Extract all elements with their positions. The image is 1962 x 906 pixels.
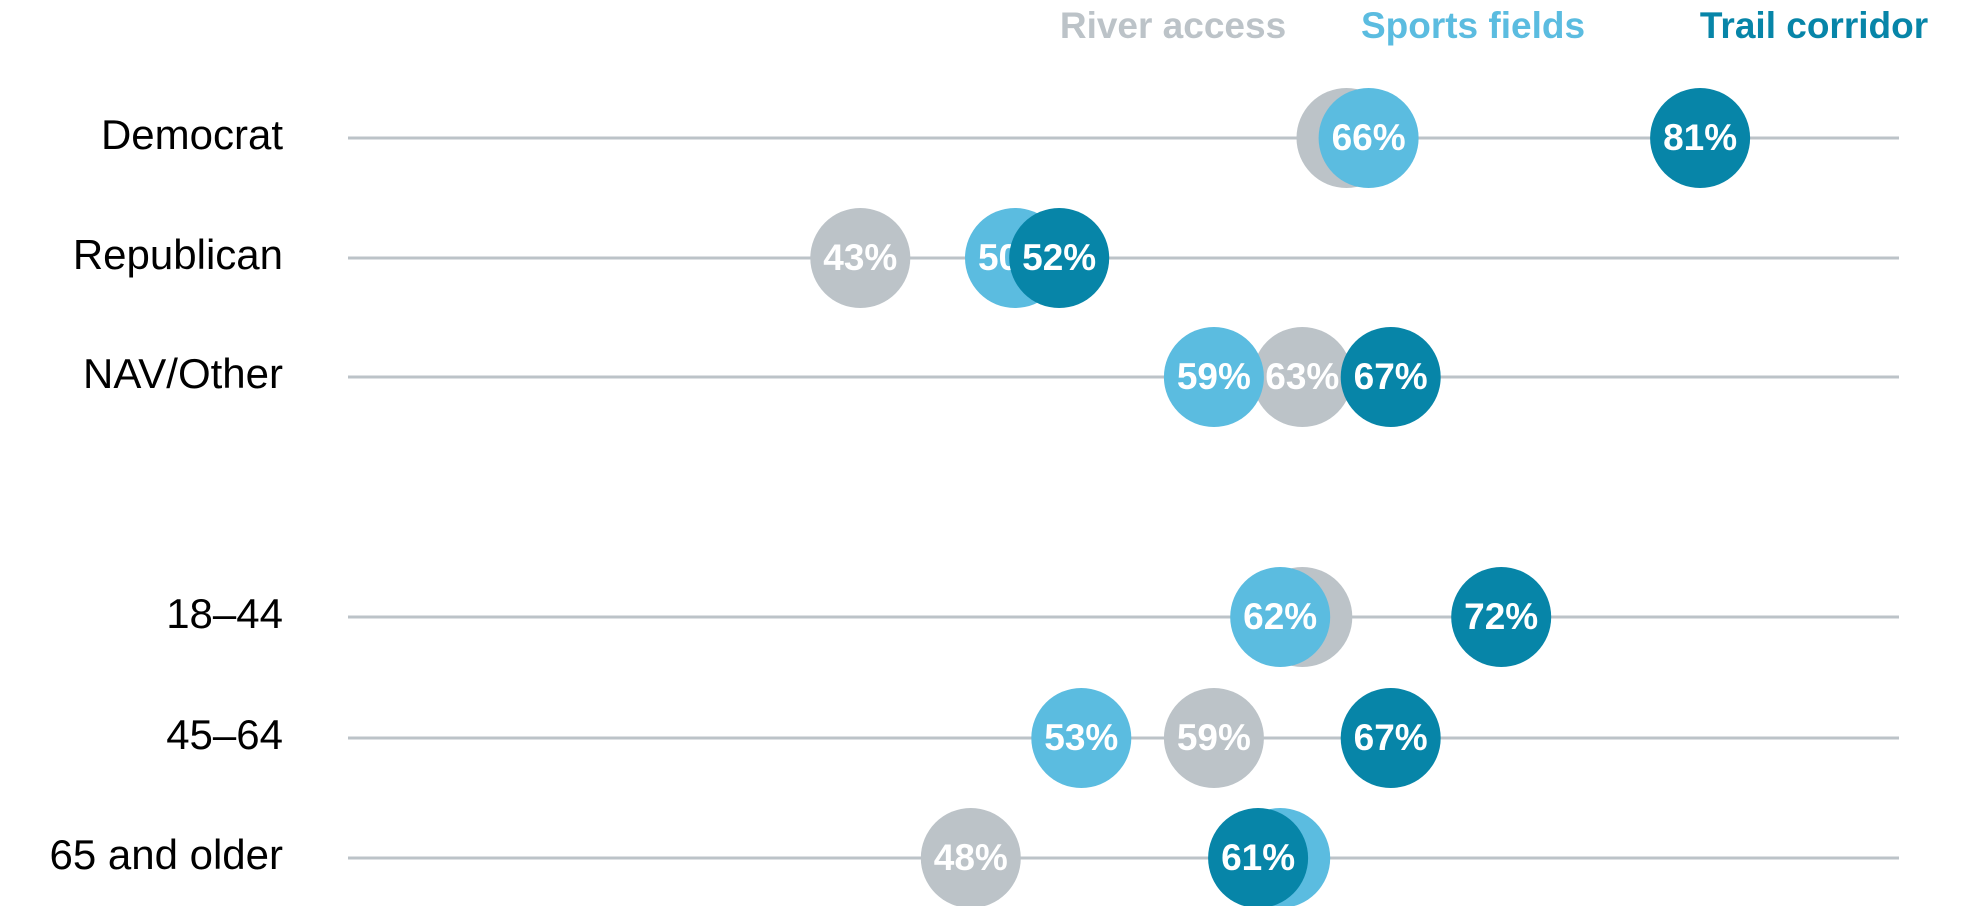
dot bbox=[1230, 567, 1331, 667]
value-label: 53% bbox=[1044, 717, 1118, 758]
category-label: Democrat bbox=[101, 111, 283, 158]
dot bbox=[810, 208, 911, 308]
dot bbox=[1009, 208, 1110, 308]
value-label: 81% bbox=[1663, 117, 1737, 158]
value-label: 61% bbox=[1221, 837, 1295, 878]
value-label: 67% bbox=[1354, 717, 1428, 758]
value-label: 63% bbox=[1265, 356, 1339, 397]
dot bbox=[1163, 327, 1264, 427]
dot bbox=[1340, 688, 1441, 788]
dot bbox=[1208, 808, 1309, 906]
category-label: 45–64 bbox=[166, 711, 283, 758]
category-label: 18–44 bbox=[166, 590, 283, 637]
category-label: Republican bbox=[73, 231, 283, 278]
dot bbox=[1031, 688, 1132, 788]
category-label: 65 and older bbox=[49, 831, 283, 878]
dot bbox=[920, 808, 1021, 906]
legend-label: River access bbox=[1060, 5, 1286, 46]
value-label: 43% bbox=[823, 237, 897, 278]
value-label: 52% bbox=[1022, 237, 1096, 278]
dot bbox=[1318, 88, 1419, 188]
value-label: 59% bbox=[1177, 717, 1251, 758]
legend-label: Sports fields bbox=[1361, 5, 1585, 46]
dot bbox=[1451, 567, 1552, 667]
value-label: 66% bbox=[1332, 117, 1406, 158]
category-label: NAV/Other bbox=[83, 350, 283, 397]
dot bbox=[1340, 327, 1441, 427]
value-label: 62% bbox=[1243, 596, 1317, 637]
dot bbox=[1252, 327, 1353, 427]
value-label: 72% bbox=[1464, 596, 1538, 637]
dot bbox=[1163, 688, 1264, 788]
value-label: 48% bbox=[934, 837, 1008, 878]
dot bbox=[1650, 88, 1751, 188]
value-label: 59% bbox=[1177, 356, 1251, 397]
legend-label: Trail corridor bbox=[1700, 5, 1928, 46]
value-label: 67% bbox=[1354, 356, 1428, 397]
